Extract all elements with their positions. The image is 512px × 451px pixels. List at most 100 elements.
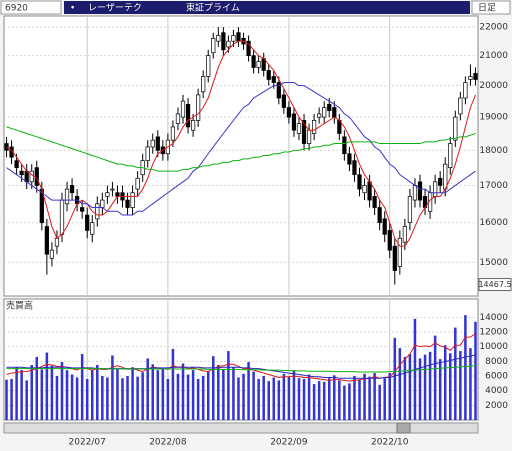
annotation: 14467.5: [478, 280, 511, 289]
candle-body: [196, 94, 201, 121]
bar: [186, 374, 190, 420]
bar: [428, 351, 432, 420]
bar: [65, 370, 69, 420]
candle-body: [34, 167, 39, 186]
candle-body: [19, 170, 24, 176]
candle-body: [448, 143, 453, 168]
candle-body: [301, 120, 307, 144]
bar: [449, 353, 452, 420]
bar: [333, 375, 336, 420]
bar: [322, 381, 326, 420]
bar: [388, 373, 392, 420]
bar: [272, 377, 276, 420]
bar: [131, 367, 134, 420]
bar: [297, 378, 301, 420]
candle-body: [453, 116, 458, 141]
candle-body: [226, 40, 231, 48]
bar: [433, 335, 437, 420]
y-tick-label: 15000: [479, 258, 508, 268]
bar: [10, 378, 13, 420]
bar: [101, 376, 104, 420]
bar: [454, 327, 457, 420]
bar: [181, 363, 185, 420]
bar: [358, 379, 361, 420]
candle-body: [463, 82, 468, 99]
bar: [327, 378, 331, 420]
candle-body: [387, 230, 392, 251]
bar: [136, 376, 139, 420]
y-tick-label: 8000: [485, 357, 508, 367]
y-tick-label: 6000: [485, 372, 508, 382]
bar: [373, 373, 376, 420]
y-tick-label: 21000: [479, 51, 508, 61]
candle-body: [372, 196, 377, 208]
candle-body: [170, 126, 176, 141]
bar: [408, 354, 412, 420]
annotation-box: [478, 278, 512, 292]
bar: [20, 370, 23, 420]
bar: [201, 376, 205, 420]
candle-body: [54, 237, 60, 247]
bar: [206, 371, 210, 420]
y-tick-label: 14000: [479, 313, 508, 323]
candle-body: [306, 129, 312, 144]
candle-body: [382, 218, 387, 235]
bar: [151, 364, 155, 420]
header-bar: [64, 1, 470, 14]
candle-body: [397, 237, 402, 267]
bar: [106, 377, 109, 420]
candle-body: [473, 73, 478, 80]
bar: [302, 378, 306, 420]
bar: [292, 370, 296, 420]
bar: [469, 348, 472, 420]
bar: [312, 384, 316, 420]
bar: [156, 370, 160, 420]
candle-body: [412, 185, 418, 201]
bar: [277, 380, 281, 420]
candle-body: [180, 100, 186, 118]
line-series: [6, 365, 476, 373]
bar: [96, 365, 99, 420]
candle-body: [342, 136, 347, 155]
bar: [403, 356, 407, 420]
line-series: [6, 40, 476, 247]
bar: [438, 359, 442, 420]
bar: [85, 378, 89, 420]
candle-body: [49, 249, 55, 259]
y-tick-label: 20000: [479, 81, 508, 91]
y-tick-label: 18000: [479, 146, 508, 156]
candle-body: [190, 120, 196, 131]
candle-body: [29, 170, 34, 183]
candle-body: [367, 181, 372, 201]
x-tick-label: 2022/07: [69, 438, 106, 448]
candle-body: [281, 94, 286, 108]
bar: [176, 373, 180, 420]
bar: [55, 376, 59, 420]
candle-body: [69, 185, 75, 194]
x-tick-label: 2022/10: [371, 438, 409, 448]
candle-body: [105, 192, 110, 197]
y-tick-label: 19000: [479, 113, 508, 123]
candle-body: [231, 35, 236, 42]
x-tick-label: 2022/09: [270, 438, 308, 448]
candle-body: [185, 103, 191, 128]
candle-body: [322, 107, 327, 118]
candle-body: [352, 160, 357, 176]
y-tick-label: 2000: [485, 401, 508, 411]
bar: [45, 352, 49, 420]
bar: [196, 378, 200, 420]
candle-body: [150, 139, 155, 148]
bar: [191, 370, 195, 420]
bar: [5, 379, 8, 420]
candle-body: [433, 181, 438, 197]
scrollbar[interactable]: [3, 422, 479, 434]
candle-body: [286, 107, 292, 118]
bar: [90, 370, 94, 420]
bar: [247, 362, 250, 420]
candle-body: [130, 192, 135, 208]
candle-body: [135, 177, 140, 190]
bar: [227, 351, 230, 420]
bar: [80, 354, 84, 420]
bar: [146, 358, 149, 420]
scroll-thumb[interactable]: [396, 422, 411, 434]
